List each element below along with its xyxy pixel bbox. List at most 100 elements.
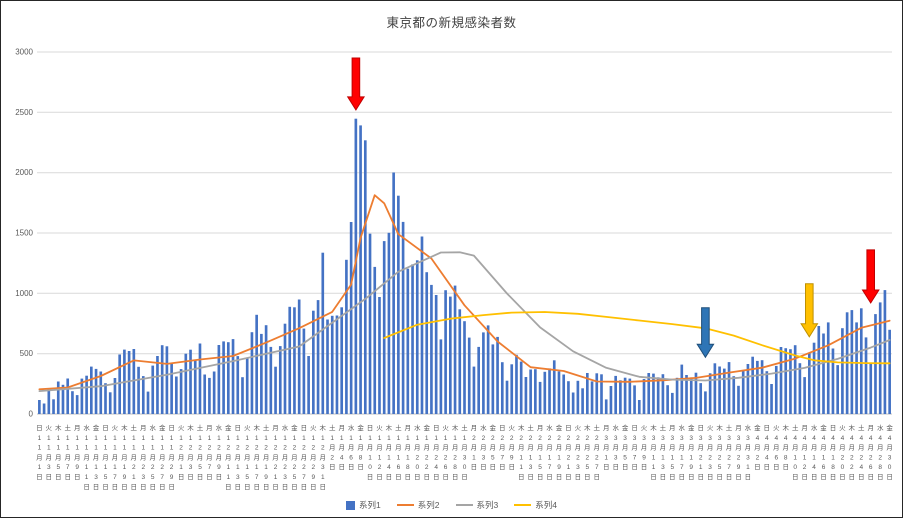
svg-text:月: 月 [272,424,279,432]
svg-text:月: 月 [877,444,884,452]
svg-text:4: 4 [859,435,863,442]
svg-text:月: 月 [820,444,827,452]
svg-text:日: 日 [272,483,279,491]
svg-text:金: 金 [886,423,893,432]
svg-text:日: 日 [55,473,62,481]
legend-item-series4[interactable]: 系列4 [514,499,557,511]
svg-text:1: 1 [463,435,467,442]
svg-text:1: 1 [141,445,145,452]
svg-text:日: 日 [707,473,714,481]
svg-text:木: 木 [187,423,194,432]
svg-text:日: 日 [839,473,846,481]
svg-text:4: 4 [812,435,816,442]
svg-text:1: 1 [170,445,174,452]
svg-text:2: 2 [850,464,854,471]
svg-text:1: 1 [321,435,325,442]
svg-text:日: 日 [622,463,629,471]
legend-label-series2: 系列2 [417,500,440,510]
svg-text:1: 1 [368,454,372,461]
svg-text:月: 月 [206,424,213,432]
svg-text:日: 日 [253,483,260,491]
svg-text:日: 日 [480,463,487,471]
svg-text:1: 1 [359,435,363,442]
svg-text:1: 1 [434,435,438,442]
svg-text:木: 木 [452,423,459,432]
svg-text:1: 1 [670,454,674,461]
svg-text:1: 1 [132,474,136,481]
red-down-arrow-jan-peak[interactable] [346,57,366,111]
svg-text:日: 日 [612,463,619,471]
svg-text:日: 日 [149,483,156,491]
svg-text:月: 月 [244,453,251,461]
svg-text:0: 0 [841,464,845,471]
legend-label-series4: 系列4 [535,500,557,510]
svg-text:月: 月 [149,453,156,461]
svg-text:月: 月 [830,444,837,452]
svg-text:7: 7 [160,474,164,481]
svg-text:2: 2 [283,464,287,471]
svg-text:7: 7 [595,464,599,471]
svg-text:1: 1 [226,474,230,481]
series2-line-swatch-icon [396,503,414,507]
svg-text:2: 2 [510,435,514,442]
svg-text:1: 1 [822,454,826,461]
svg-text:1: 1 [378,454,382,461]
legend-item-series2[interactable]: 系列2 [396,499,440,511]
svg-text:4: 4 [793,435,797,442]
svg-text:日: 日 [697,424,704,432]
svg-text:月: 月 [376,444,383,452]
svg-text:1: 1 [75,445,79,452]
svg-text:2: 2 [302,464,306,471]
svg-text:1: 1 [236,435,240,442]
legend-item-series3[interactable]: 系列3 [455,499,498,511]
svg-text:月: 月 [235,453,242,461]
svg-text:月: 月 [433,444,440,452]
svg-text:7: 7 [113,474,117,481]
svg-text:日: 日 [282,483,289,491]
svg-text:月: 月 [603,444,610,452]
svg-text:3: 3 [718,435,722,442]
red-down-arrow-late-april[interactable] [861,249,880,304]
svg-text:1: 1 [47,445,51,452]
svg-text:月: 月 [499,444,506,452]
svg-text:3: 3 [888,454,892,461]
gold-down-arrow-mid-april[interactable] [800,283,819,338]
blue-down-arrow-late-march[interactable] [696,307,715,359]
svg-text:水: 水 [546,423,553,432]
svg-text:4: 4 [387,464,391,471]
svg-text:4: 4 [774,435,778,442]
svg-text:2: 2 [538,435,542,442]
svg-text:3: 3 [321,464,325,471]
svg-text:水: 水 [811,423,818,432]
svg-text:月: 月 [46,453,53,461]
svg-text:4: 4 [765,435,769,442]
svg-text:日: 日 [792,473,799,481]
svg-text:3: 3 [236,474,240,481]
svg-text:月: 月 [697,444,704,452]
svg-text:1: 1 [264,464,268,471]
svg-text:月: 月 [707,444,714,452]
svg-text:5: 5 [245,474,249,481]
svg-text:1: 1 [349,435,353,442]
svg-text:月: 月 [849,444,856,452]
svg-text:火: 火 [508,425,515,432]
svg-text:3: 3 [708,435,712,442]
svg-text:1: 1 [75,435,79,442]
svg-text:1: 1 [38,464,42,471]
svg-text:日: 日 [235,424,242,432]
svg-text:1: 1 [283,435,287,442]
svg-text:月: 月 [395,444,402,452]
svg-text:8: 8 [784,454,788,461]
svg-text:1: 1 [746,464,750,471]
svg-text:月: 月 [603,424,610,432]
svg-text:4: 4 [765,454,769,461]
legend-item-series1[interactable]: 系列1 [346,499,381,511]
svg-text:月: 月 [669,444,676,452]
svg-text:2: 2 [189,445,193,452]
svg-text:日: 日 [688,473,695,481]
svg-text:月: 月 [612,444,619,452]
svg-text:5: 5 [56,464,60,471]
svg-text:2: 2 [208,445,212,452]
svg-text:3: 3 [699,435,703,442]
